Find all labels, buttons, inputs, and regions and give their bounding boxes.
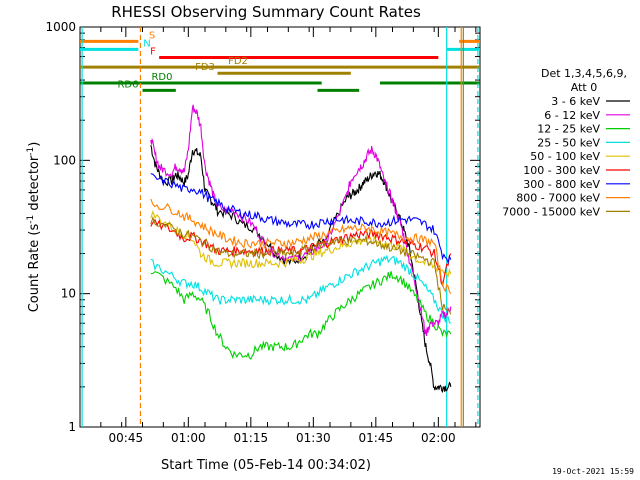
y-axis-label-mid: detector bbox=[27, 155, 42, 215]
chart-title: RHESSI Observing Summary Count Rates bbox=[111, 3, 421, 21]
x-tick-label: 01:00 bbox=[171, 431, 206, 445]
legend-entry-label: 7000 - 15000 keV bbox=[502, 205, 600, 218]
flag-bars: SNF FD2 FD3 RD0 RD6 bbox=[80, 30, 480, 92]
series-line-6 bbox=[150, 173, 452, 265]
legend-entry-label: 25 - 50 keV bbox=[537, 136, 600, 149]
flag-label-f: F bbox=[150, 47, 156, 58]
flag-label-rd0: RD0 bbox=[151, 72, 172, 83]
event-vertical-lines bbox=[81, 27, 479, 427]
generation-timestamp: 19-Oct-2021 15:59 bbox=[552, 467, 634, 476]
flag-label-s: S bbox=[149, 30, 155, 41]
y-axis-label-sup2: -1 bbox=[26, 147, 36, 156]
legend-entry-label: 100 - 300 keV bbox=[523, 164, 600, 177]
y-axis-label-sup1: -1 bbox=[26, 215, 36, 224]
y-tick-label: 100 bbox=[53, 153, 76, 167]
x-tick-label: 01:45 bbox=[359, 431, 394, 445]
y-axis-label: Count Rate (s-1 detector-1) bbox=[26, 142, 42, 313]
y-axis-label-main: Count Rate (s bbox=[27, 224, 42, 313]
data-series bbox=[150, 104, 452, 394]
series-line-2 bbox=[150, 271, 452, 360]
x-axis-label: Start Time (05-Feb-14 00:34:02) bbox=[161, 458, 371, 473]
flag-label-rd6: RD6 bbox=[117, 79, 138, 90]
legend-entry-label: 800 - 7000 keV bbox=[516, 192, 600, 205]
series-line-3 bbox=[150, 254, 452, 324]
series-line-7 bbox=[150, 198, 452, 295]
flag-label-n: N bbox=[143, 38, 150, 49]
legend-title-1: Det 1,3,4,5,6,9, bbox=[541, 67, 627, 80]
flag-label-fd2: FD2 bbox=[228, 56, 248, 67]
x-tick-label: 01:15 bbox=[234, 431, 269, 445]
series-line-1 bbox=[150, 104, 452, 337]
x-tick-label: 02:00 bbox=[421, 431, 456, 445]
legend-entry-label: 50 - 100 keV bbox=[530, 150, 600, 163]
y-tick-label: 1000 bbox=[45, 20, 76, 34]
x-tick-label: 00:45 bbox=[109, 431, 144, 445]
y-tick-label: 10 bbox=[61, 287, 76, 301]
plot-frame bbox=[79, 26, 481, 428]
legend-entry-label: 3 - 6 keV bbox=[551, 95, 600, 108]
legend-entry-label: 300 - 800 keV bbox=[523, 178, 600, 191]
legend-entry-label: 12 - 25 keV bbox=[537, 123, 600, 136]
flag-label-fd3: FD3 bbox=[195, 62, 215, 73]
series-line-8 bbox=[150, 215, 452, 315]
y-axis-label-end: ) bbox=[27, 142, 42, 147]
y-tick-label: 1 bbox=[68, 420, 76, 434]
legend-title-2: Att 0 bbox=[571, 81, 597, 94]
x-tick-label: 01:30 bbox=[296, 431, 331, 445]
legend-entry-label: 6 - 12 keV bbox=[544, 109, 600, 122]
